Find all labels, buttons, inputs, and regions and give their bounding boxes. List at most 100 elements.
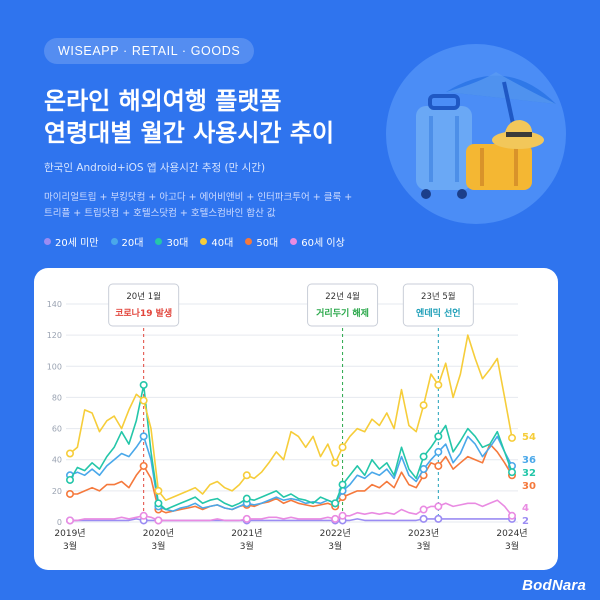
series-point <box>139 432 148 441</box>
y-tick-label: 100 <box>47 362 62 371</box>
page-subtitle: 한국인 Android+iOS 앱 사용시간 추정 (만 시간) <box>44 162 266 174</box>
suitcase-wheel <box>421 189 431 199</box>
legend-dot <box>200 238 208 245</box>
blue-suitcase <box>416 106 472 190</box>
annotation-text: 거리두기 해제 <box>316 307 369 319</box>
series-point <box>434 502 443 511</box>
legend-dot <box>290 238 298 245</box>
series-point <box>434 432 443 441</box>
series-end-label: 30 <box>522 481 536 492</box>
series-end-label: 2 <box>522 516 529 527</box>
straw-hat-band <box>506 132 532 137</box>
series-line <box>70 518 512 522</box>
y-tick-label: 0 <box>57 518 62 527</box>
x-tick-year: 2019년 <box>54 528 85 539</box>
series-point <box>139 511 148 520</box>
y-tick-label: 20 <box>52 487 62 496</box>
series-point <box>139 380 148 389</box>
series-point <box>507 433 516 442</box>
series-point <box>242 494 251 503</box>
series-point <box>65 475 74 484</box>
series-point <box>434 447 443 456</box>
series-point <box>242 471 251 480</box>
series-point <box>419 465 428 474</box>
legend-label: 20세 미만 <box>55 238 99 249</box>
umbrella-stripe <box>446 72 556 104</box>
x-tick-year: 2024년 <box>496 528 527 539</box>
series-point <box>338 480 347 489</box>
x-tick-month: 3월 <box>417 540 431 552</box>
series-point <box>434 380 443 389</box>
legend-label: 30대 <box>166 238 189 249</box>
yellow-suitcase <box>466 144 532 190</box>
series-end-label: 32 <box>522 468 536 479</box>
x-tick-month: 3월 <box>151 540 165 552</box>
annotation-lines <box>143 328 439 522</box>
series-line <box>70 443 513 514</box>
y-tick-label: 40 <box>52 456 62 465</box>
legend-label: 20대 <box>121 238 144 249</box>
suitcase-wheel <box>457 189 467 199</box>
series-point <box>242 514 251 523</box>
annotation-box <box>402 283 474 327</box>
series-end-label: 4 <box>522 503 529 514</box>
legend-label: 40대 <box>211 238 234 249</box>
legend-dot <box>155 238 163 245</box>
y-tick-label: 140 <box>47 300 62 309</box>
legend-label: 60세 이상 <box>301 238 345 249</box>
x-tick-month: 3월 <box>328 540 342 552</box>
series-point <box>331 514 340 523</box>
y-tick-label: 80 <box>52 393 62 402</box>
source-note-line2: 트리플 + 트립닷컴 + 호텔스닷컴 + 호텔스컴바인 합산 값 <box>44 208 276 219</box>
x-tick-month: 3월 <box>505 540 519 552</box>
series-point <box>139 396 148 405</box>
legend-item: 20세 미만 <box>44 234 99 249</box>
series-point <box>507 468 516 477</box>
annotation-box <box>307 283 379 327</box>
legend-item: 50대 <box>245 234 278 249</box>
series-point <box>331 458 340 467</box>
suitcase-umbrella-illustration <box>386 44 566 224</box>
x-tick-year: 2023년 <box>408 528 439 539</box>
legend-dot <box>110 238 118 245</box>
hero-graphic <box>416 72 556 199</box>
series-point <box>419 401 428 410</box>
legend-label: 50대 <box>256 238 279 249</box>
brand-logo: BodNara <box>522 577 586 594</box>
annotation-text: 코로나19 발생 <box>115 307 172 319</box>
chart-legend: 20세 미만 20대 30대 40대 50대 60세 이상 <box>44 234 345 249</box>
annotation-date: 20년 1월 <box>126 291 161 302</box>
annotation-date: 23년 5월 <box>421 291 456 302</box>
source-note-line1: 마이리얼트립 + 부킹닷컴 + 아고다 + 에어비앤비 + 인터파크투어 + 클… <box>44 192 353 203</box>
chart-panel: 0 20 40 60 80 100 120 140 2019년 3월 2020년 3월 2021년 3월 2… <box>34 176 558 570</box>
series-point <box>65 516 74 525</box>
series-point <box>419 514 428 523</box>
series-point <box>139 461 148 470</box>
x-tick-year: 2021년 <box>231 528 262 539</box>
page-title: 온라인 해외여행 플랫폼 <box>44 87 282 115</box>
suitcase-handle <box>428 94 460 110</box>
annotation-date: 22년 4월 <box>325 291 360 302</box>
x-tick-month: 3월 <box>63 540 77 552</box>
series-point <box>331 499 340 508</box>
page-title-line2: 연령대별 월간 사용시간 추이 <box>44 119 335 147</box>
series-point <box>65 449 74 458</box>
annotation-box <box>108 283 180 327</box>
legend-item: 60세 이상 <box>290 234 345 249</box>
legend-item: 40대 <box>200 234 233 249</box>
series-point <box>434 461 443 470</box>
series-end-label: 54 <box>522 432 536 443</box>
chart-grid: 0204060801001201402019년3월2020년3월2021년3월2… <box>47 300 528 552</box>
x-tick-year: 2022년 <box>320 528 351 539</box>
source-note: 마이리얼트립 + 부킹닷컴 + 아고다 + 에어비앤비 + 인터파크투어 + 클… <box>44 190 374 222</box>
series-point <box>154 516 163 525</box>
series-point <box>154 499 163 508</box>
brand-badge: WISEAPP · RETAIL · GOODS <box>44 38 255 64</box>
x-tick-year: 2020년 <box>143 528 174 539</box>
chart-series <box>65 334 516 525</box>
legend-item: 30대 <box>155 234 188 249</box>
legend-item: 20대 <box>110 234 144 249</box>
series-point <box>434 514 443 523</box>
y-tick-label: 60 <box>52 425 62 434</box>
line-chart: 0204060801001201402019년3월2020년3월2021년3월2… <box>46 176 536 552</box>
